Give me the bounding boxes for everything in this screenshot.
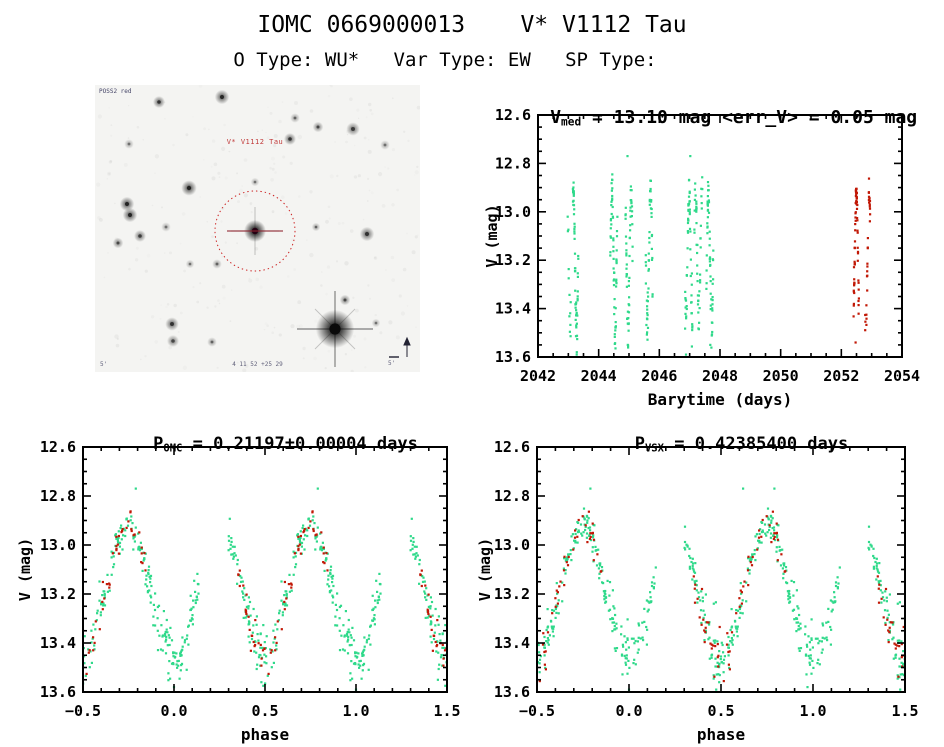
p-vsx-symbol: P — [634, 434, 645, 454]
sky-noise — [97, 84, 421, 373]
x-tick-label: 2044 — [581, 367, 617, 385]
bright-star — [297, 291, 373, 367]
scatter-points-red — [538, 510, 905, 683]
page-title: IOMC 0669000013 V* V1112 Tau — [257, 12, 687, 38]
y-axis-label: V (mag) — [476, 538, 494, 601]
survey-label: POSS2 red — [99, 88, 132, 95]
x-tick-label: 1.5 — [433, 702, 460, 720]
target-name-label: V* V1112 Tau — [226, 138, 284, 146]
coordinates-label: 4 11 52 +25 29 — [232, 361, 283, 368]
timeseries-title: Vmed = 13.10 mag <err_V> = 0.05 mag — [480, 86, 944, 149]
p-omc-symbol: P — [153, 434, 164, 454]
vmed-value: = 13.10 mag <err_V> = 0.05 mag — [581, 107, 918, 128]
period-omc-title: POMC = 0.21197±0.00004 days — [83, 414, 447, 474]
x-tick-label: 0.5 — [251, 702, 278, 720]
target-marker-circle — [214, 190, 296, 272]
x-axis-label: Barytime (days) — [648, 390, 793, 409]
x-tick-label: 0.5 — [707, 702, 734, 720]
x-tick-label: 2054 — [884, 367, 920, 385]
y-tick-label: 13.0 — [494, 536, 530, 554]
phase-plot-omc: −0.5 0.0 0.5 1.0 1.5 12.6 12.8 13.0 13.2 13.4 13.6… — [16, 440, 461, 744]
object-type-line: O Type: WU* Var Type: EW SP Type: — [233, 49, 657, 71]
y-tick-label: 12.8 — [40, 487, 76, 505]
target-star — [227, 207, 283, 255]
y-tick-label: 13.0 — [40, 536, 76, 554]
x-tick-label: 2042 — [520, 367, 556, 385]
axis-ticks — [82, 446, 448, 693]
x-tick-label: 2052 — [823, 367, 859, 385]
x-tick-label: 1.5 — [891, 702, 918, 720]
y-tick-label: 12.8 — [495, 154, 531, 172]
y-tick-label: 12.6 — [495, 106, 531, 124]
scatter-points-green — [566, 155, 715, 356]
axis-ticks — [536, 446, 906, 693]
p-omc-subscript: OMC — [163, 442, 183, 455]
p-vsx-subscript: VSX — [644, 442, 664, 455]
x-axis-label: phase — [697, 725, 745, 744]
y-tick-label: 13.6 — [494, 683, 530, 701]
vmed-symbol: V — [550, 107, 562, 128]
compass-icon — [389, 336, 411, 358]
finding-chart: POSS2 red V* V1112 Tau 4 11 52 +25 29 5'… — [95, 84, 421, 373]
y-axis-label: V (mag) — [16, 538, 34, 601]
vmed-subscript: med — [561, 115, 582, 129]
axis-ticks — [537, 114, 903, 358]
scatter-points-green — [82, 487, 448, 691]
y-tick-label: 13.6 — [40, 683, 76, 701]
x-tick-label: 2046 — [641, 367, 677, 385]
x-tick-label: −0.5 — [519, 702, 555, 720]
y-axis-label: V (mag) — [483, 204, 501, 267]
scale-label-right: 5' — [388, 360, 396, 367]
y-tick-label: 13.4 — [495, 300, 531, 318]
y-tick-label: 12.6 — [40, 440, 76, 456]
y-tick-label: 13.4 — [40, 634, 76, 652]
y-tick-label: 12.8 — [494, 487, 530, 505]
y-tick-label: 13.6 — [495, 348, 531, 366]
y-tick-label: 13.2 — [495, 251, 531, 269]
scatter-points-green — [536, 487, 907, 691]
y-tick-label: 13.4 — [494, 634, 530, 652]
x-tick-label: −0.5 — [65, 702, 101, 720]
x-tick-label: 2048 — [702, 367, 738, 385]
phase-plot-vsx: −0.5 0.0 0.5 1.0 1.5 12.6 12.8 13.0 13.2 13.4 13.6… — [476, 440, 919, 744]
x-tick-label: 1.0 — [799, 702, 826, 720]
y-tick-label: 13.0 — [495, 203, 531, 221]
x-tick-label: 2050 — [763, 367, 799, 385]
finding-chart-image — [95, 84, 421, 373]
axis-frame — [537, 114, 903, 358]
scatter-points-red — [85, 510, 448, 675]
y-tick-label: 13.2 — [40, 585, 76, 603]
scatter-points-red — [852, 177, 872, 344]
axis-frame — [536, 446, 906, 693]
scale-label-left: 5' — [100, 361, 108, 368]
timeseries-plot: 2042 2044 2046 2048 2050 2052 2054 12.6 12.8 13.0… — [483, 106, 920, 409]
x-tick-label: 0.0 — [615, 702, 642, 720]
y-tick-label: 13.2 — [494, 585, 530, 603]
p-omc-value: = 0.21197±0.00004 days — [182, 434, 418, 454]
field-stars — [112, 89, 390, 347]
x-tick-label: 0.0 — [160, 702, 187, 720]
x-tick-label: 1.0 — [342, 702, 369, 720]
y-tick-label: 12.6 — [494, 440, 530, 456]
x-axis-label: phase — [241, 725, 289, 744]
